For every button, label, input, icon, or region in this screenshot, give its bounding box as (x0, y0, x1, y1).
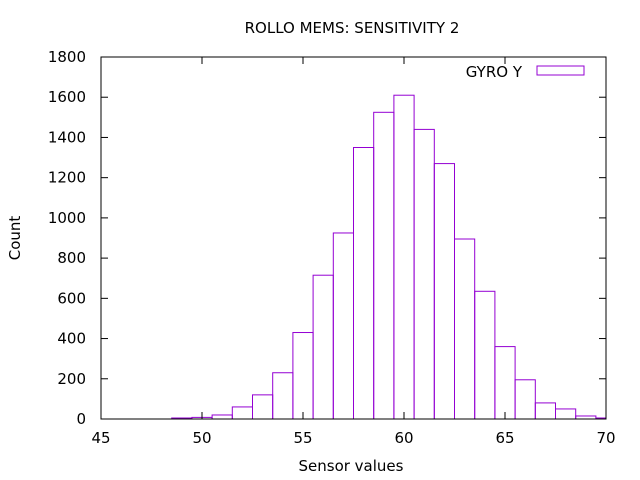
y-tick-label: 600 (57, 289, 86, 307)
histogram-bar (393, 94, 415, 420)
histogram-bar (373, 111, 395, 420)
y-tick-label: 800 (57, 249, 86, 267)
histogram-bar (433, 163, 455, 420)
x-tick-label: 45 (91, 429, 110, 447)
x-axis-label: Sensor values (299, 457, 404, 475)
histogram-bar (353, 147, 375, 420)
histogram-bar (514, 379, 536, 420)
x-tick-label: 70 (596, 429, 615, 447)
x-tick-label: 60 (394, 429, 413, 447)
y-tick-label: 0 (76, 410, 86, 428)
histogram-bar (312, 274, 334, 420)
histogram-bar (211, 414, 233, 420)
bars-group (171, 94, 607, 420)
histogram-bar (332, 232, 354, 420)
histogram-bar (413, 128, 435, 420)
axis-ticks: 45 50 55 60 65 70 0 200 400 600 800 1000 1200 1400 160… (48, 48, 616, 447)
y-tick-label: 1800 (48, 48, 86, 66)
histogram-bar (534, 402, 556, 420)
histogram-bar (231, 406, 254, 420)
x-tick-label: 50 (192, 429, 211, 447)
y-tick-label: 1600 (48, 88, 86, 106)
legend-label: GYRO Y (466, 63, 523, 81)
histogram-bar (474, 290, 496, 420)
x-tick-label: 65 (495, 429, 514, 447)
histogram-bar (252, 394, 274, 420)
chart-title: ROLLO MEMS: SENSITIVITY 2 (245, 19, 460, 37)
histogram-bar (555, 408, 577, 420)
y-tick-label: 1400 (48, 128, 86, 146)
y-tick-label: 1200 (48, 169, 86, 187)
histogram-bar (272, 372, 294, 420)
y-axis-label: Count (6, 216, 24, 261)
y-tick-label: 1000 (48, 209, 86, 227)
histogram-bar (494, 346, 516, 420)
y-tick-label: 400 (57, 330, 86, 348)
legend: GYRO Y (466, 63, 585, 81)
legend-swatch (536, 65, 585, 76)
x-tick-label: 55 (293, 429, 312, 447)
histogram-bar (454, 238, 476, 420)
histogram-bar (292, 332, 314, 420)
plot-frame (100, 56, 607, 420)
y-tick-label: 200 (57, 370, 86, 388)
